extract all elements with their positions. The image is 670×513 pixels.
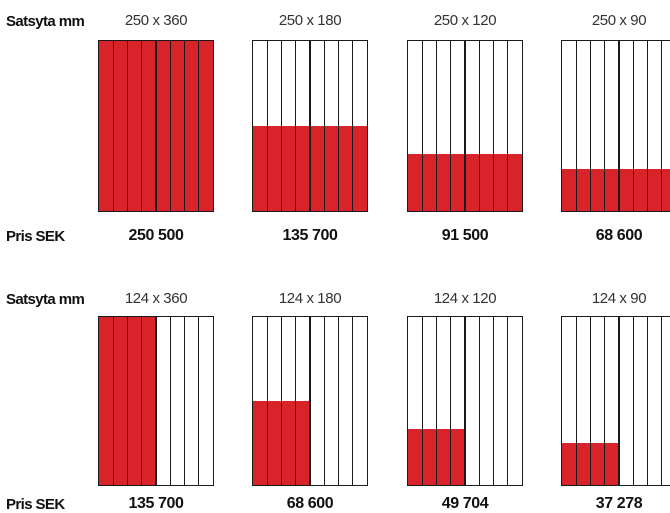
column-divider bbox=[632, 41, 634, 211]
column-divider bbox=[589, 41, 592, 211]
column-divider bbox=[155, 317, 157, 485]
row-2-price-label: Pris SEK bbox=[6, 496, 65, 513]
column-divider bbox=[646, 41, 649, 211]
column-divider bbox=[352, 41, 354, 211]
row-2-size-1: 124 x 360 bbox=[124, 290, 188, 307]
column-divider bbox=[323, 41, 325, 211]
column-divider bbox=[352, 317, 354, 485]
row-2-size-2: 124 x 180 bbox=[278, 290, 342, 307]
column-divider bbox=[478, 41, 480, 211]
row-1-size-2: 250 x 180 bbox=[278, 12, 342, 29]
column-divider bbox=[183, 317, 186, 485]
column-divider bbox=[478, 317, 480, 485]
column-divider bbox=[421, 317, 423, 485]
column-divider bbox=[421, 41, 423, 211]
column-divider bbox=[280, 41, 283, 211]
row-2-price-2: 68 600 bbox=[286, 495, 334, 512]
row-2-size-4: 124 x 90 bbox=[591, 290, 647, 307]
row-1-price-3: 91 500 bbox=[441, 227, 489, 244]
ad-module bbox=[252, 316, 368, 486]
column-divider bbox=[141, 41, 143, 211]
column-divider bbox=[575, 317, 577, 485]
column-divider bbox=[618, 41, 620, 211]
column-divider bbox=[266, 317, 268, 485]
column-divider bbox=[169, 41, 171, 211]
column-divider bbox=[661, 41, 663, 211]
row-2-price-1: 135 700 bbox=[128, 495, 184, 512]
column-divider bbox=[169, 317, 171, 485]
column-divider bbox=[295, 41, 297, 211]
column-divider bbox=[266, 41, 268, 211]
column-divider bbox=[112, 317, 114, 485]
column-divider bbox=[337, 41, 340, 211]
column-divider bbox=[198, 317, 200, 485]
column-divider bbox=[604, 317, 606, 485]
row-1-price-1: 250 500 bbox=[128, 227, 184, 244]
row-2-size-3: 124 x 120 bbox=[433, 290, 497, 307]
ad-module bbox=[561, 40, 670, 212]
row-2-size-label: Satsyta mm bbox=[6, 291, 85, 308]
row-1-size-3: 250 x 120 bbox=[433, 12, 497, 29]
row-2-price-3: 49 704 bbox=[441, 495, 489, 512]
ad-module bbox=[98, 40, 214, 212]
column-divider bbox=[464, 317, 466, 485]
column-divider bbox=[435, 317, 438, 485]
column-divider bbox=[323, 317, 325, 485]
column-divider bbox=[618, 317, 620, 485]
column-divider bbox=[126, 41, 129, 211]
column-divider bbox=[126, 317, 129, 485]
column-divider bbox=[198, 41, 200, 211]
column-divider bbox=[492, 41, 495, 211]
ad-module bbox=[98, 316, 214, 486]
row-1-size-4: 250 x 90 bbox=[591, 12, 647, 29]
ad-module bbox=[252, 40, 368, 212]
row-1-size-1: 250 x 360 bbox=[124, 12, 188, 29]
column-divider bbox=[646, 317, 649, 485]
column-divider bbox=[155, 41, 157, 211]
column-divider bbox=[295, 317, 297, 485]
column-divider bbox=[507, 41, 509, 211]
column-divider bbox=[435, 41, 438, 211]
column-divider bbox=[309, 317, 311, 485]
column-divider bbox=[183, 41, 186, 211]
row-1-price-4: 68 600 bbox=[595, 227, 643, 244]
column-divider bbox=[450, 41, 452, 211]
column-divider bbox=[337, 317, 340, 485]
column-divider bbox=[112, 41, 114, 211]
ad-module bbox=[407, 316, 523, 486]
column-divider bbox=[464, 41, 466, 211]
row-2-price-4: 37 278 bbox=[595, 495, 643, 512]
column-divider bbox=[309, 41, 311, 211]
column-divider bbox=[507, 317, 509, 485]
column-divider bbox=[141, 317, 143, 485]
column-divider bbox=[604, 41, 606, 211]
column-divider bbox=[492, 317, 495, 485]
column-divider bbox=[661, 317, 663, 485]
column-divider bbox=[450, 317, 452, 485]
row-1-size-label: Satsyta mm bbox=[6, 13, 85, 30]
ad-module bbox=[407, 40, 523, 212]
row-1-price-label: Pris SEK bbox=[6, 228, 65, 245]
column-divider bbox=[280, 317, 283, 485]
row-1-price-2: 135 700 bbox=[282, 227, 338, 244]
column-divider bbox=[589, 317, 592, 485]
column-divider bbox=[632, 317, 634, 485]
ad-module bbox=[561, 316, 670, 486]
column-divider bbox=[575, 41, 577, 211]
ad-area-fill bbox=[562, 168, 670, 211]
